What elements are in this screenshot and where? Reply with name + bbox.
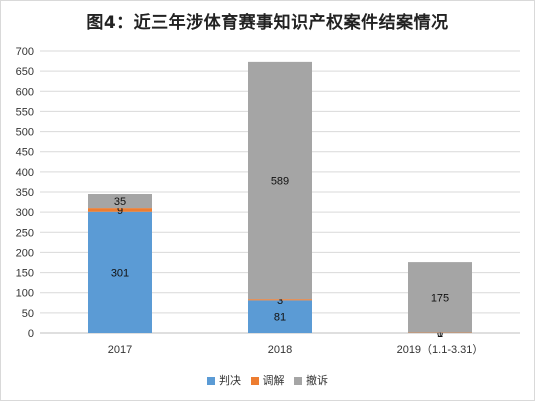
y-tick-label: 150 <box>16 268 34 280</box>
chart-title: 图4：近三年涉体育赛事知识产权案件结案情况 <box>86 13 449 33</box>
data-label: 301 <box>111 267 129 279</box>
legend-label-judgment: 判决 <box>219 374 241 387</box>
legend: 判决 调解 撤诉 <box>0 372 535 388</box>
data-label: 35 <box>114 196 126 208</box>
bar-segment-撤诉 <box>408 262 472 333</box>
legend-item-mediation: 调解 <box>250 372 285 388</box>
legend-label-mediation: 调解 <box>262 374 285 387</box>
legend-item-judgment: 判决 <box>207 372 241 388</box>
x-category-label: 2019（1.1-3.31） <box>397 343 484 356</box>
y-tick-label: 550 <box>16 106 34 118</box>
y-tick-label: 300 <box>16 207 34 219</box>
data-label: 0 <box>437 328 443 340</box>
y-tick-label: 650 <box>16 66 34 78</box>
y-tick-label: 50 <box>22 308 34 320</box>
y-tick-label: 200 <box>16 247 34 259</box>
bar-segment-判决 <box>248 300 312 333</box>
bar-segment-撤诉 <box>88 194 152 209</box>
bar-segment-判决 <box>88 211 152 333</box>
y-tick-label: 400 <box>16 167 34 179</box>
legend-swatch-judgment <box>207 377 215 385</box>
y-tick-label: 350 <box>16 187 34 199</box>
data-label: 1 <box>437 328 443 340</box>
y-tick-label: 700 <box>16 46 34 58</box>
legend-swatch-withdrawal <box>294 377 302 385</box>
legend-swatch-mediation <box>250 377 259 385</box>
data-label: 9 <box>117 205 123 217</box>
legend-label-withdrawal: 撤诉 <box>306 374 328 387</box>
bar-segment-撤诉 <box>248 61 312 300</box>
data-label: 175 <box>431 292 449 304</box>
y-tick-label: 100 <box>16 288 34 300</box>
data-label: 589 <box>271 176 289 188</box>
bar-segment-调解 <box>248 299 312 301</box>
bar-segment-调解 <box>88 208 152 212</box>
y-tick-label: 600 <box>16 86 34 98</box>
x-category-label: 2018 <box>268 344 292 356</box>
data-label: 81 <box>274 312 286 324</box>
data-label: 3 <box>277 295 283 307</box>
x-category-label: 2017 <box>108 344 132 356</box>
y-tick-label: 250 <box>16 227 34 239</box>
y-tick-label: 450 <box>16 147 34 159</box>
y-tick-label: 0 <box>28 328 34 340</box>
y-tick-label: 500 <box>16 127 34 139</box>
legend-item-withdrawal: 撤诉 <box>294 372 328 388</box>
